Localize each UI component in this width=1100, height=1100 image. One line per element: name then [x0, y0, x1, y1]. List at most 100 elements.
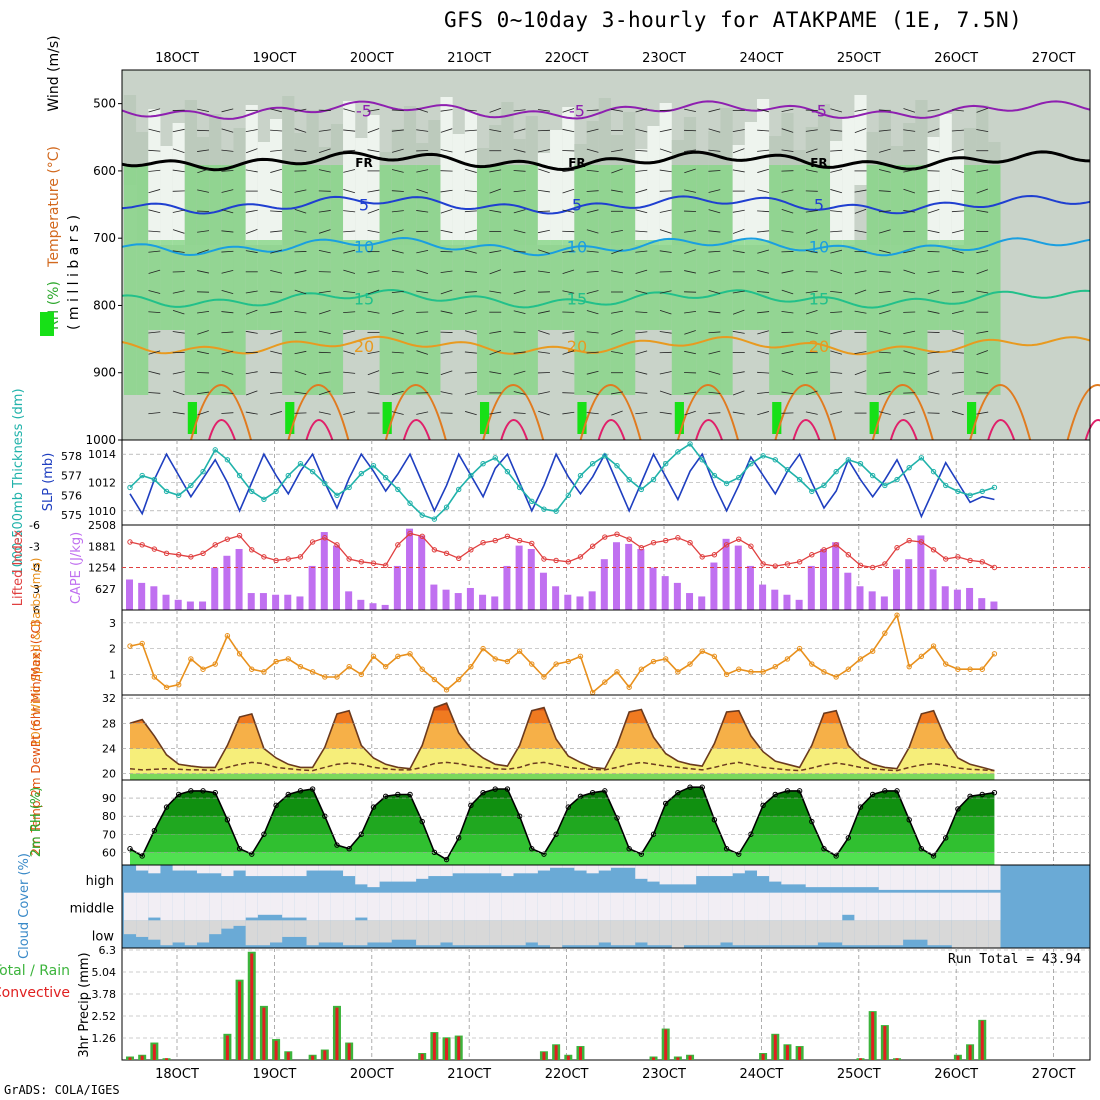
cloud-gap-high — [890, 865, 904, 890]
wind-barb — [611, 329, 623, 335]
wind-barb — [221, 412, 234, 414]
wind-barb — [294, 189, 307, 193]
wind-barb — [854, 230, 867, 233]
cloud-gap-low — [391, 920, 404, 940]
isotherm-20 — [121, 335, 1091, 356]
li-point — [431, 547, 438, 553]
precip-bar-convective — [542, 1052, 546, 1060]
wind-barb — [221, 108, 234, 113]
li-point — [273, 557, 279, 564]
wind-barb — [148, 209, 161, 214]
cloud-gap-high — [708, 865, 721, 877]
rh-line-point — [492, 786, 498, 792]
cloud-gap-low — [574, 920, 587, 946]
wind-barb — [465, 411, 477, 416]
rh-line-point — [821, 846, 827, 852]
li-point — [736, 536, 742, 542]
wind-barb — [952, 249, 964, 254]
rh-line-point — [151, 827, 158, 834]
cape-bar — [978, 598, 986, 610]
cloud-gap-middle — [708, 892, 721, 921]
thickness-line-point — [297, 461, 304, 467]
rh-ylabel: 2m RH (%) — [29, 787, 44, 858]
wind-barb — [221, 209, 234, 214]
wind-barb — [172, 229, 185, 234]
cloud-gap-middle — [476, 892, 490, 921]
wind-barb — [294, 270, 307, 274]
cloud-gap-low — [196, 920, 210, 943]
cape-bar — [479, 594, 487, 610]
li-point — [882, 561, 888, 567]
cape-bar — [454, 593, 462, 610]
x-tick-label-top: 27OCT — [1032, 51, 1076, 66]
wind-barb — [635, 412, 648, 415]
rh-shade-moist — [550, 240, 563, 330]
thickness-line-point — [456, 486, 462, 493]
wind-barb — [416, 188, 429, 194]
precip-frame — [121, 947, 1091, 1061]
rh-shade-moist — [330, 165, 344, 395]
wind-barb — [757, 149, 770, 152]
li-point — [419, 533, 425, 540]
wind-barb — [757, 129, 770, 132]
wind-barb — [976, 290, 989, 294]
wind-barb — [659, 331, 672, 334]
thickness-line-point — [163, 488, 170, 495]
precip-ylabel: 3hr Precip (mm) — [77, 952, 92, 1057]
slp-tick-label: 1014 — [88, 448, 116, 461]
wind-barb — [221, 189, 234, 193]
wind-barb — [538, 168, 550, 174]
cloud-gap-middle — [416, 892, 429, 921]
wind-barb — [732, 148, 745, 154]
rh-line-point — [395, 791, 401, 798]
wind-barb — [221, 331, 234, 334]
thickness-line-point — [784, 466, 791, 473]
wind-barb — [684, 270, 697, 274]
rh-line-point — [894, 788, 900, 794]
cape-bar — [430, 584, 438, 610]
wind-barb — [465, 330, 477, 335]
cloud-gap-high — [915, 865, 928, 890]
wind-barb — [611, 310, 623, 314]
wind-speed-line-point — [979, 666, 985, 672]
wind-barb — [976, 330, 989, 334]
wind-barb — [172, 390, 185, 396]
cape-bar — [174, 599, 182, 610]
rh-shade-saturated — [285, 402, 295, 434]
wind-barb — [318, 290, 331, 294]
cape-bar — [369, 603, 377, 610]
rh-shade-moist — [963, 165, 977, 395]
wind-barb — [416, 269, 429, 275]
wind-speed-line-point — [163, 684, 170, 690]
wind-barb — [245, 411, 258, 415]
precip-bar-convective — [335, 1007, 339, 1060]
li-point — [760, 561, 766, 567]
wind-barb — [951, 109, 964, 112]
wind-speed-line-point — [796, 645, 803, 652]
rh-line-point — [833, 853, 839, 859]
rh-line-point — [602, 788, 608, 794]
wind-speed-line-point — [955, 666, 961, 672]
wind-barb — [586, 290, 599, 294]
rh-line-point — [456, 835, 462, 841]
wind-barb — [270, 108, 283, 113]
temp-tick-label: 32 — [102, 692, 116, 705]
precip-bar-convective — [445, 1038, 449, 1060]
y-tick-label: 700 — [93, 231, 116, 245]
wind-speed-line-point — [687, 661, 693, 667]
wind-barb — [221, 370, 234, 375]
cape-bar — [661, 576, 669, 610]
wind-barb — [391, 129, 404, 132]
x-tick-label-bottom: 27OCT — [1032, 1067, 1076, 1082]
wind-barb — [708, 311, 721, 314]
cloud-gap-middle — [221, 892, 234, 921]
isotherm-label: 15 — [567, 290, 587, 309]
x-tick-label-bottom: 25OCT — [837, 1067, 881, 1082]
wind-barb — [708, 289, 721, 295]
wind-barb — [221, 250, 234, 253]
wind-barb — [440, 189, 453, 193]
isotherm-label: 15 — [354, 290, 374, 309]
cape-bar — [905, 559, 913, 610]
wind-barb — [830, 330, 843, 335]
rh-line-point — [419, 818, 425, 825]
